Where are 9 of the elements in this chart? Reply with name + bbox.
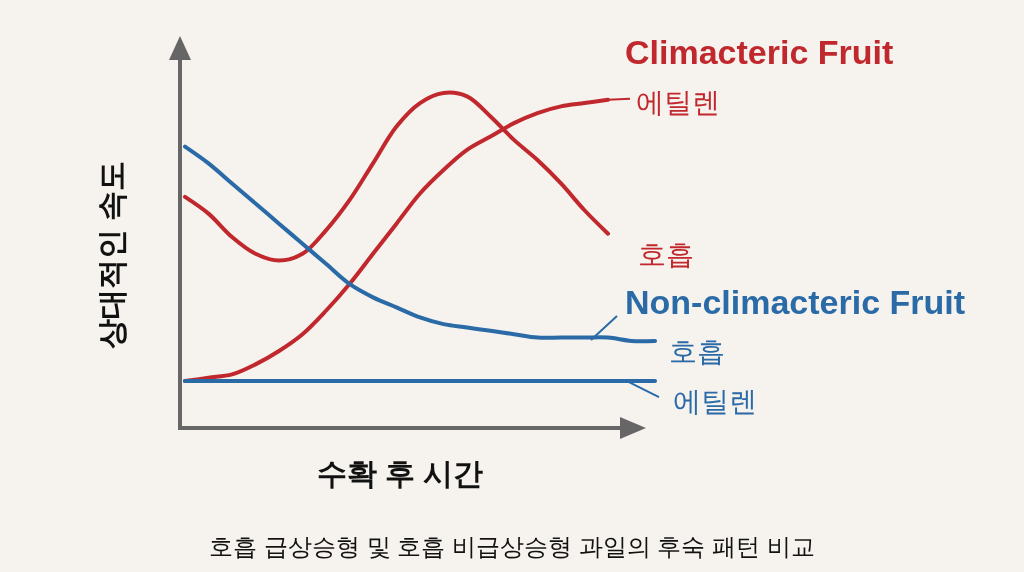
series-label: 호흡: [669, 335, 725, 367]
legend-label: 에틸렌: [673, 386, 757, 418]
text: Climacteric Fruit: [625, 33, 894, 71]
series-label: 호흡: [638, 238, 694, 270]
text: 호흡 급상승형 및 호흡 비급상승형 과일의 후숙 패턴 비교: [209, 533, 815, 560]
y-axis-title: 상대적인 속도: [95, 160, 128, 350]
x-axis-title: 수확 후 시간: [316, 457, 484, 490]
legend-label: 에틸렌: [636, 86, 720, 118]
annotation: Non-climacteric Fruit: [625, 283, 966, 321]
